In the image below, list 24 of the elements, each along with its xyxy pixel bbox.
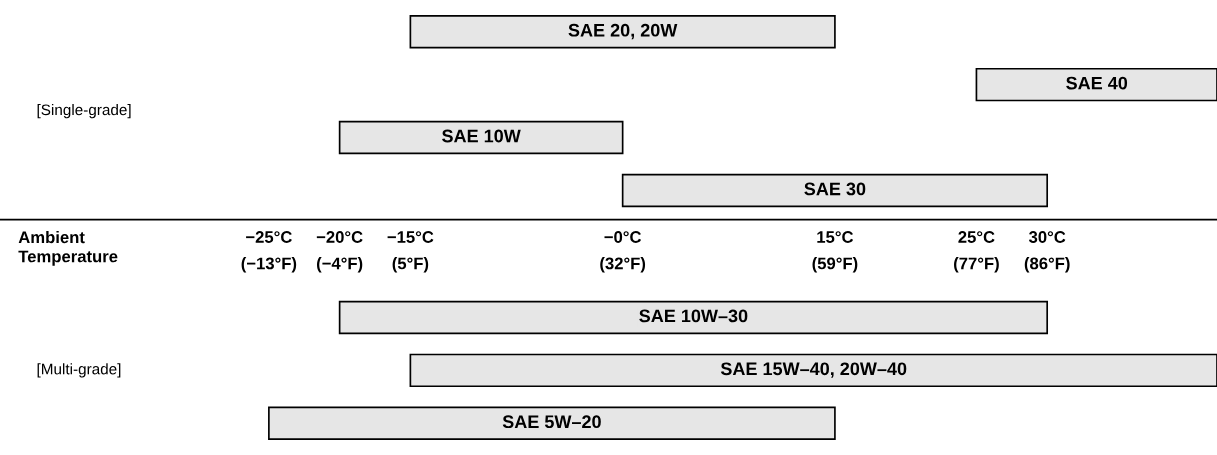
x-tick-label: −25°C [246, 231, 292, 243]
x-tick-label: 30°C [1028, 231, 1066, 243]
y-tick-label: SAE 15W–40, 20W–40 [720, 362, 907, 378]
x2-tick-label: (5°F) [392, 257, 429, 273]
annotation: [Single-grade] [37, 103, 131, 119]
y-tick-label: SAE 30 [804, 182, 866, 196]
y-tick-label: SAE 20, 20W [568, 23, 678, 40]
x-tick-label: 15°C [817, 231, 854, 243]
x-tick-label: −0°C [604, 231, 642, 243]
x-axis-title: Ambient Temperature [18, 230, 118, 266]
x2-tick-label: (−13°F) [241, 257, 297, 273]
x2-tick-label: (77°F) [954, 257, 999, 273]
x2-tick-label: (86°F) [1024, 257, 1070, 273]
x-tick-label: −20°C [316, 231, 363, 243]
x2-tick-label: (32°F) [600, 257, 646, 273]
y-tick-label: SAE 10W [442, 129, 521, 143]
annotation: [Multi-grade] [37, 363, 121, 378]
y-tick-label: SAE 5W–20 [502, 415, 601, 429]
x2-tick-label: (−4°F) [316, 257, 363, 273]
y-tick-label: SAE 40 [1066, 76, 1128, 90]
y-tick-label: SAE 10W–30 [639, 309, 748, 323]
x-tick-label: 25°C [958, 231, 995, 243]
x2-tick-label: (59°F) [812, 257, 858, 273]
x-tick-label: −15°C [387, 231, 434, 243]
